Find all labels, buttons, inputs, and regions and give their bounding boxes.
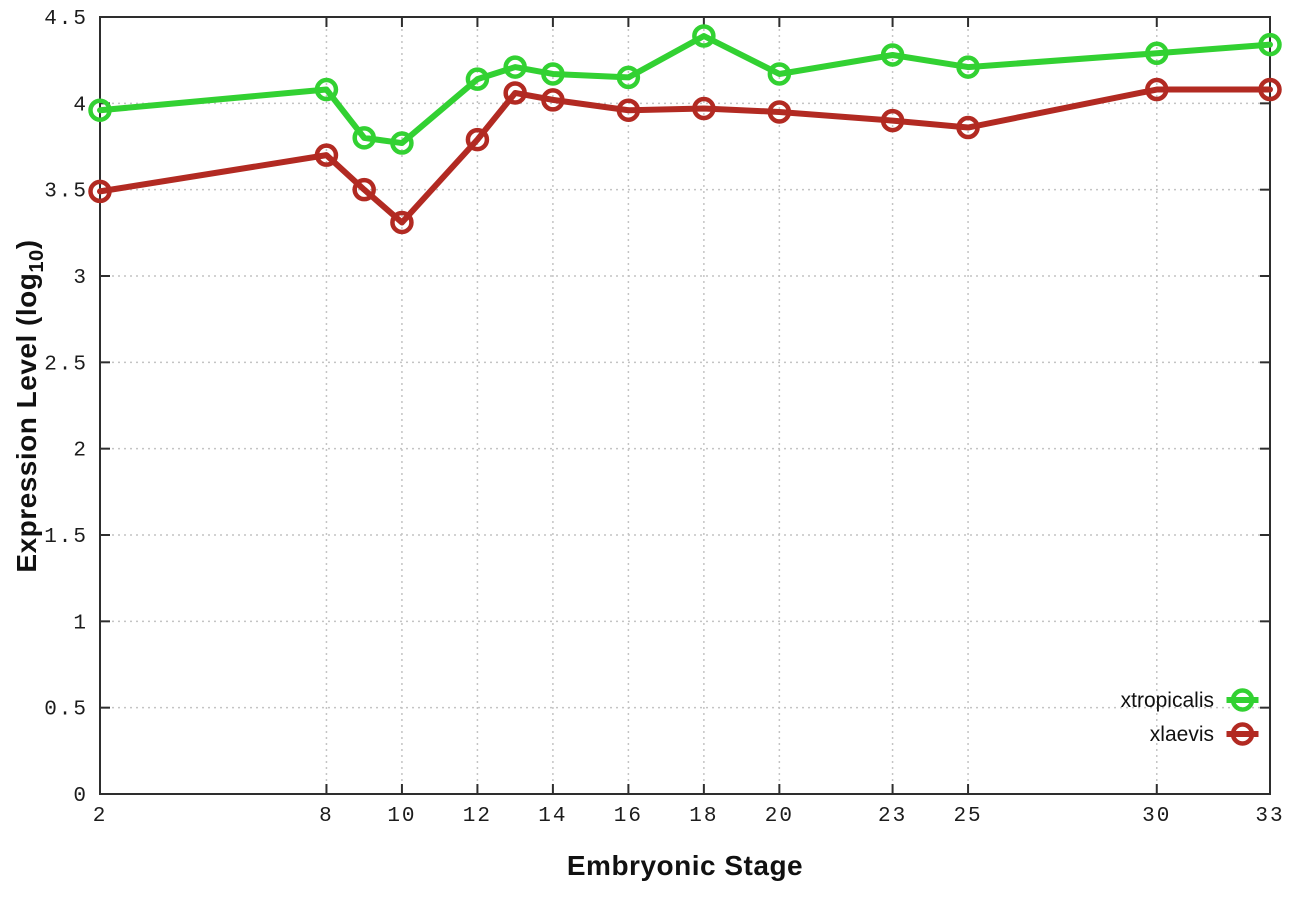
plot-border xyxy=(99,16,1271,795)
legend-label-xlaevis: xlaevis xyxy=(1150,723,1214,746)
x-tick-label: 8 xyxy=(319,805,334,828)
series-line-xtropicalis xyxy=(97,32,1273,147)
y-tick-label: 1.5 xyxy=(44,526,88,549)
series-marker-xtropicalis xyxy=(352,126,376,150)
y-tick-label: 2 xyxy=(73,440,88,463)
series-marker-xtropicalis xyxy=(692,24,716,48)
x-tick-label: 14 xyxy=(538,805,567,828)
y-axis-title-text: Expression Level (log xyxy=(11,272,43,573)
series-marker-xtropicalis xyxy=(880,43,905,67)
series-line-xlaevis xyxy=(97,86,1273,226)
x-tick-label: 30 xyxy=(1142,805,1171,828)
x-tick-label: 18 xyxy=(689,805,718,828)
y-tick-label: 2.5 xyxy=(44,353,88,376)
x-tick-label: 23 xyxy=(878,805,907,828)
x-tick-label: 33 xyxy=(1255,805,1284,828)
series-marker-xtropicalis xyxy=(956,55,980,79)
series-marker-xtropicalis xyxy=(616,65,641,90)
series-marker-xlaevis xyxy=(1145,77,1169,102)
series-marker-xtropicalis xyxy=(88,98,112,122)
series-marker-xtropicalis xyxy=(314,77,339,102)
y-axis-title: Expression Level (log10) xyxy=(11,239,49,572)
series-marker-xlaevis xyxy=(1258,77,1282,102)
series-marker-xtropicalis xyxy=(1145,41,1169,66)
series-marker-xlaevis xyxy=(88,179,112,204)
y-tick-label: 4 xyxy=(73,94,88,117)
x-tick-label: 10 xyxy=(387,805,416,828)
x-axis-title: Embryonic Stage xyxy=(566,850,804,881)
y-tick-label: 4.5 xyxy=(44,8,88,31)
series-marker-xtropicalis xyxy=(465,67,490,91)
y-axis-title-suffix: ) xyxy=(11,239,43,250)
series-marker-xtropicalis xyxy=(541,62,565,86)
x-tick-label: 20 xyxy=(765,805,794,828)
x-tick-label: 16 xyxy=(614,805,643,828)
series-marker-xtropicalis xyxy=(503,55,527,79)
legend-marker-xtropicalis xyxy=(1230,688,1255,712)
series-marker-xtropicalis xyxy=(767,62,792,86)
y-tick-label: 3.5 xyxy=(44,181,88,204)
y-tick-label: 0 xyxy=(73,785,88,808)
series-marker-xlaevis xyxy=(465,127,490,152)
x-tick-label: 12 xyxy=(463,805,492,828)
series-marker-xlaevis xyxy=(880,108,905,133)
series-marker-xlaevis xyxy=(541,88,565,112)
series-marker-xtropicalis xyxy=(1258,32,1282,57)
y-axis-title-subscript: 10 xyxy=(25,249,48,273)
series-marker-xlaevis xyxy=(314,143,339,167)
y-tick-label: 0.5 xyxy=(44,699,88,722)
series-marker-xtropicalis xyxy=(390,131,414,155)
series-marker-xlaevis xyxy=(767,100,792,124)
series-marker-xlaevis xyxy=(956,115,980,140)
y-tick-label: 3 xyxy=(73,267,88,290)
series-marker-xlaevis xyxy=(390,210,414,235)
x-tick-label: 2 xyxy=(93,805,108,828)
series-marker-xlaevis xyxy=(692,96,716,121)
series-marker-xlaevis xyxy=(352,177,376,202)
y-tick-label: 1 xyxy=(73,612,88,635)
legend-marker-xlaevis xyxy=(1230,722,1255,746)
series-marker-xlaevis xyxy=(503,81,527,105)
series-marker-xlaevis xyxy=(616,98,641,122)
legend-label-xtropicalis: xtropicalis xyxy=(1121,689,1214,712)
x-tick-label: 25 xyxy=(953,805,982,828)
